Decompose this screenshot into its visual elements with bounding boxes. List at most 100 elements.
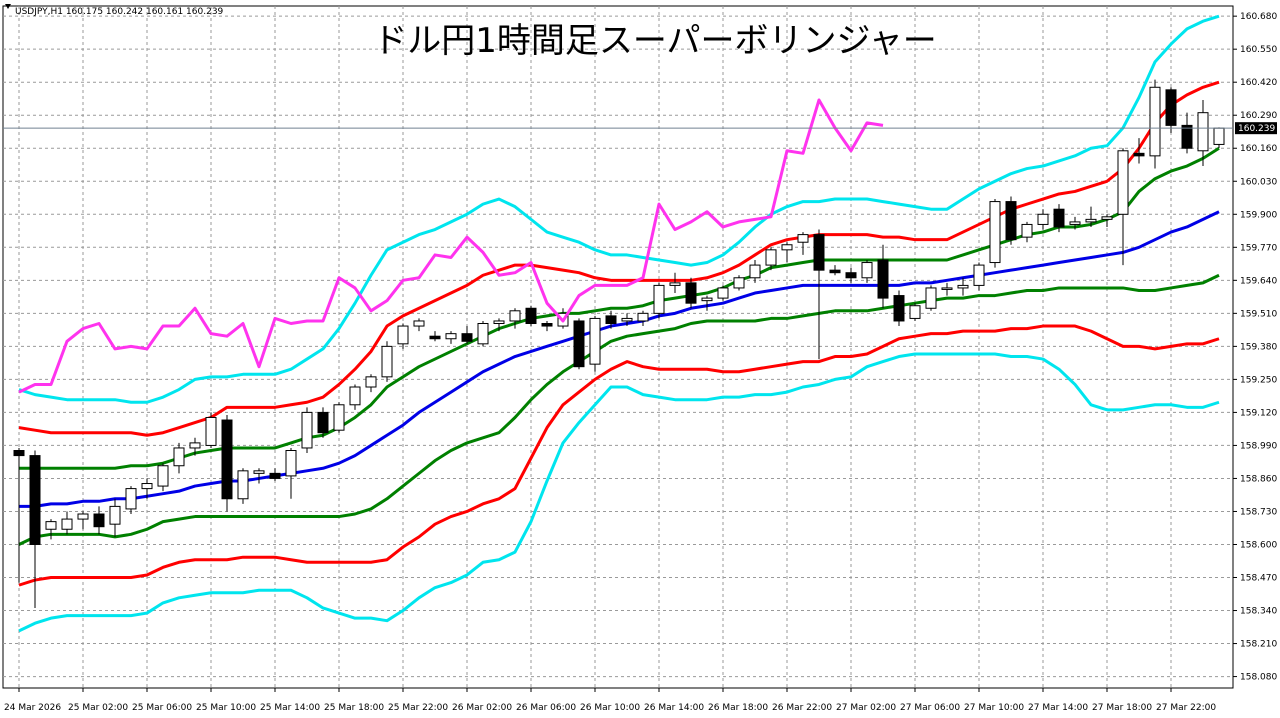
- band-line: [18, 14, 1220, 404]
- candle-up: [333, 404, 345, 431]
- candle-up: [125, 488, 137, 510]
- candle-up: [701, 297, 713, 302]
- x-tick-label: 27 Mar 02:00: [836, 703, 896, 713]
- candle-up: [765, 249, 777, 266]
- candle-down: [13, 450, 25, 457]
- candle-down: [29, 455, 41, 545]
- candle-down: [685, 282, 697, 304]
- chart-title: ドル円1時間足スーパーボリンジャー: [373, 21, 937, 61]
- x-tick-label: 26 Mar 06:00: [516, 703, 576, 713]
- candle-up: [77, 513, 89, 520]
- candle-up: [1117, 150, 1129, 215]
- candle-down: [1133, 152, 1145, 157]
- candle-up: [989, 201, 1001, 264]
- y-tick-label: 158.860: [1240, 474, 1277, 484]
- x-tick-label: 27 Mar 14:00: [1028, 703, 1088, 713]
- y-tick-label: 160.160: [1240, 144, 1277, 154]
- x-tick-label: 25 Mar 22:00: [388, 703, 448, 713]
- candle-up: [109, 505, 121, 525]
- x-tick-label: 26 Mar 18:00: [708, 703, 768, 713]
- candle-up: [173, 447, 185, 467]
- candle-down: [1053, 208, 1065, 228]
- candle-up: [925, 287, 937, 309]
- candle-up: [61, 518, 73, 530]
- candle-down: [541, 323, 553, 327]
- candle-up: [413, 320, 425, 327]
- y-tick-label: 159.120: [1240, 408, 1277, 418]
- y-tick-label: 158.730: [1240, 507, 1277, 517]
- candle-up: [669, 282, 681, 286]
- candle-down: [1181, 124, 1193, 149]
- candle-down: [813, 234, 825, 271]
- candle-up: [733, 277, 745, 289]
- x-tick-label: 26 Mar 02:00: [452, 703, 512, 713]
- candle-up: [365, 376, 377, 388]
- x-tick-label: 27 Mar 06:00: [900, 703, 960, 713]
- candle-up: [749, 264, 761, 279]
- y-tick-label: 159.510: [1240, 309, 1277, 319]
- candle-up: [1101, 216, 1113, 220]
- x-tick-label: 27 Mar 22:00: [1156, 703, 1216, 713]
- band-line: [18, 324, 1220, 587]
- y-tick-label: 159.380: [1240, 342, 1277, 352]
- candle-up: [253, 470, 265, 474]
- current-price-tag: [1235, 122, 1277, 135]
- candle-down: [269, 472, 281, 479]
- candle-up: [45, 521, 57, 530]
- candle-up: [349, 386, 361, 406]
- y-tick-label: 159.250: [1240, 375, 1277, 385]
- candle-up: [637, 312, 649, 322]
- y-tick-label: 158.470: [1240, 574, 1277, 584]
- candle-up: [653, 284, 665, 314]
- candle-up: [1069, 221, 1081, 225]
- candle-up: [189, 442, 201, 449]
- y-tick-label: 160.680: [1240, 12, 1277, 22]
- y-tick-label: 160.030: [1240, 177, 1277, 187]
- candle-down: [1165, 89, 1177, 126]
- candle-down: [605, 315, 617, 325]
- candle-up: [141, 483, 153, 490]
- x-tick-label: 25 Mar 06:00: [132, 703, 192, 713]
- candle-up: [397, 325, 409, 345]
- candle-up: [1197, 112, 1209, 152]
- candle-up: [973, 264, 985, 286]
- candle-down: [573, 320, 585, 368]
- candle-down: [461, 333, 473, 342]
- candle-down: [93, 513, 105, 528]
- band-line: [18, 80, 1220, 437]
- candle-down: [1005, 201, 1017, 241]
- band-line: [18, 352, 1220, 633]
- candle-down: [429, 335, 441, 340]
- y-tick-label: 159.770: [1240, 243, 1277, 253]
- candle-up: [381, 345, 393, 378]
- candle-up: [861, 262, 873, 279]
- x-tick-label: 25 Mar 02:00: [68, 703, 128, 713]
- y-tick-label: 158.080: [1240, 673, 1277, 683]
- band-line: [19, 210, 1220, 508]
- candle-up: [1037, 213, 1049, 225]
- candle-up: [157, 465, 169, 487]
- y-tick-label: 158.210: [1240, 640, 1277, 650]
- lagging-span-line: [18, 98, 884, 394]
- candle-down: [829, 269, 841, 274]
- grid: [2, 5, 1234, 689]
- candle-up: [1085, 218, 1097, 223]
- candle-up: [941, 287, 953, 290]
- bollinger-bands: [18, 14, 1220, 633]
- candle-up: [445, 333, 457, 340]
- y-tick-label: 160.550: [1240, 45, 1277, 55]
- candle-up: [1021, 223, 1033, 238]
- candle-down: [317, 411, 329, 434]
- candle-up: [477, 323, 489, 345]
- candle-up: [285, 450, 297, 477]
- y-tick-label: 158.600: [1240, 540, 1277, 550]
- x-tick-label: 25 Mar 14:00: [260, 703, 320, 713]
- candle-down: [893, 295, 905, 322]
- dropdown-triangle-icon[interactable]: [5, 4, 11, 9]
- symbol-info: USDJPY,H1 160.175 160.242 160.161 160.23…: [15, 7, 224, 17]
- x-tick-label: 25 Mar 10:00: [196, 703, 256, 713]
- candle-down: [221, 419, 233, 500]
- candle-up: [589, 317, 601, 365]
- candle-up: [909, 305, 921, 319]
